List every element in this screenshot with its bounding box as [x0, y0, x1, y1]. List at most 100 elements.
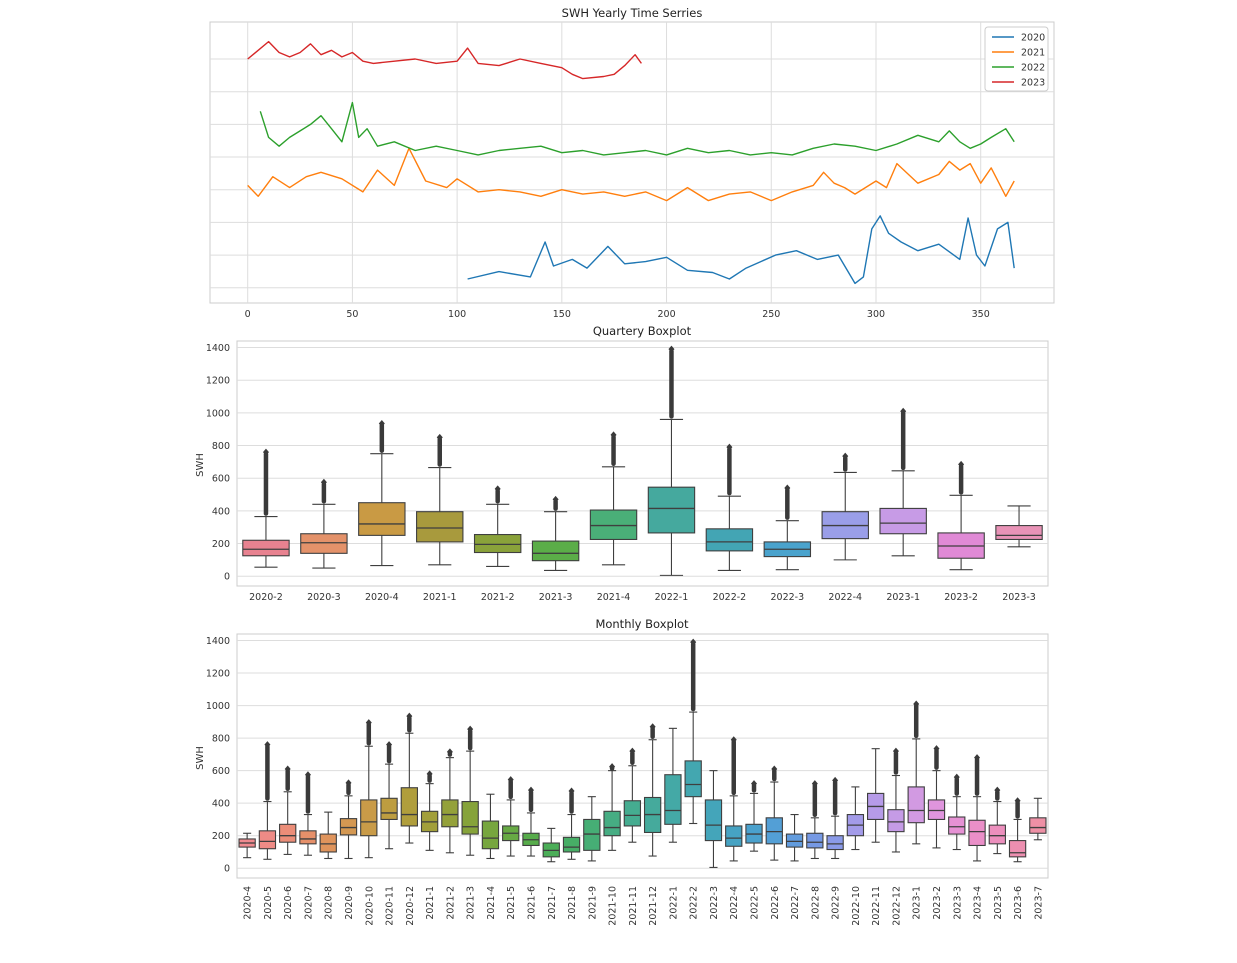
- outlier-point: [320, 478, 327, 486]
- iqr-box: [339, 818, 358, 836]
- outlier-point: [771, 765, 778, 773]
- x-tick-label: 2021-8: [567, 886, 578, 920]
- iqr-box: [473, 533, 522, 554]
- box-2020-9: [339, 779, 358, 860]
- box-2022-8: [806, 780, 824, 860]
- box-2021-3: [461, 725, 479, 856]
- x-tick-label: 2022-2: [689, 886, 700, 920]
- plot-area-3: [236, 633, 1049, 879]
- y-tick-label: 1400: [206, 636, 230, 647]
- x-tick-label: 2021-2: [481, 592, 515, 603]
- outlier-point: [974, 754, 981, 762]
- x-tick-label: 2023-2: [944, 592, 978, 603]
- yearly-time-series-panel: 0 50 100 150 200 250 300 350 SWH Yearly Time Se…: [209, 6, 1055, 320]
- outlier-point: [1014, 797, 1021, 805]
- box-2020-4: [358, 419, 406, 567]
- iqr-box: [299, 830, 317, 845]
- x-tick-label: 300: [867, 309, 885, 320]
- x-tick-label: 350: [972, 309, 990, 320]
- box-2021-4: [481, 793, 500, 860]
- series-line-2022: [259, 101, 1015, 156]
- box-2021-6: [522, 786, 540, 857]
- x-tick-label: 2020-11: [385, 886, 396, 926]
- series-line-2021: [247, 147, 1015, 202]
- x-tick-labels-3: 2020-4 2020-5 2020-6 2020-7 2020-8 2020-9 2020…: [243, 886, 1045, 926]
- box-2020-2: [242, 448, 290, 568]
- y-tick-label: 600: [212, 474, 230, 485]
- y-tick-label: 400: [212, 506, 230, 517]
- iqr-box: [705, 528, 754, 552]
- x-tick-label: 2022-11: [871, 886, 882, 926]
- legend-label: 2020: [1021, 33, 1045, 44]
- box-2022-12: [887, 747, 905, 853]
- box-2023-2: [927, 745, 946, 849]
- x-tick-label: 2022-6: [770, 886, 781, 920]
- y-tick-label: 1400: [206, 343, 230, 354]
- iqr-box: [765, 817, 783, 845]
- box-2022-1: [664, 727, 682, 843]
- x-tick-label: 250: [762, 309, 780, 320]
- iqr-box: [589, 509, 638, 540]
- plot-area-2: [236, 340, 1049, 587]
- iqr-box: [531, 540, 580, 562]
- box-2022-1: [647, 345, 696, 576]
- box-2022-9: [826, 776, 844, 860]
- box-2022-11: [867, 748, 885, 843]
- x-tick-label: 2021-3: [539, 592, 573, 603]
- iqr-box: [279, 823, 297, 843]
- x-tick-label: 200: [657, 309, 675, 320]
- x-tick-label: 2020-4: [365, 592, 399, 603]
- outlier-point: [892, 747, 899, 755]
- outlier-point: [994, 786, 1001, 794]
- x-tick-label: 2023-2: [932, 886, 943, 920]
- outlier-point: [913, 700, 920, 708]
- box-2021-12: [643, 723, 662, 857]
- y-tick-label: 0: [224, 572, 230, 583]
- outlier-point: [365, 719, 372, 727]
- box-2023-1: [879, 407, 927, 557]
- box-2023-3: [995, 505, 1043, 548]
- box-2022-2: [684, 638, 702, 825]
- outlier-point: [784, 484, 791, 492]
- iqr-box: [416, 511, 464, 543]
- x-tick-label: 2023-3: [952, 886, 963, 920]
- box-2023-1: [907, 700, 925, 845]
- x-tick-label: 2023-5: [993, 886, 1004, 920]
- box-2023-7: [1029, 797, 1047, 841]
- outlier-point: [264, 741, 271, 749]
- y-tick-label: 400: [212, 799, 230, 810]
- outlier-point: [832, 776, 839, 784]
- y-tick-label: 800: [212, 441, 230, 452]
- x-tick-label: 2023-3: [1002, 592, 1036, 603]
- x-tick-label: 2020-10: [364, 886, 375, 926]
- x-tick-label: 2021-2: [445, 886, 456, 920]
- y-tick-label: 1000: [206, 408, 230, 419]
- box-2022-4: [725, 736, 743, 862]
- box-2021-2: [473, 485, 522, 567]
- iqr-box: [684, 760, 702, 798]
- iqr-box: [907, 786, 925, 824]
- iqr-box: [319, 833, 337, 853]
- legend: 2020 2021 2022 2023: [984, 26, 1049, 92]
- outlier-point: [811, 780, 818, 788]
- x-tick-label: 150: [553, 309, 571, 320]
- iqr-box: [562, 836, 581, 853]
- x-tick-label: 2022-1: [668, 886, 679, 920]
- outlier-point: [610, 431, 617, 439]
- iqr-box: [583, 818, 601, 851]
- iqr-box: [1008, 840, 1027, 858]
- iqr-box: [400, 787, 418, 827]
- box-2020-12: [400, 712, 418, 844]
- box-2021-1: [416, 433, 464, 566]
- chart-title-3: Monthly Boxplot: [595, 617, 689, 631]
- legend-frame: [984, 26, 1049, 92]
- y-tick-label: 200: [212, 831, 230, 842]
- box-2021-1: [420, 770, 439, 851]
- box-2023-2: [937, 460, 985, 571]
- iqr-box: [300, 533, 348, 554]
- x-tick-label: 2022-7: [790, 886, 801, 920]
- x-tick-label: 2022-10: [851, 886, 862, 926]
- box-2022-3: [763, 484, 812, 571]
